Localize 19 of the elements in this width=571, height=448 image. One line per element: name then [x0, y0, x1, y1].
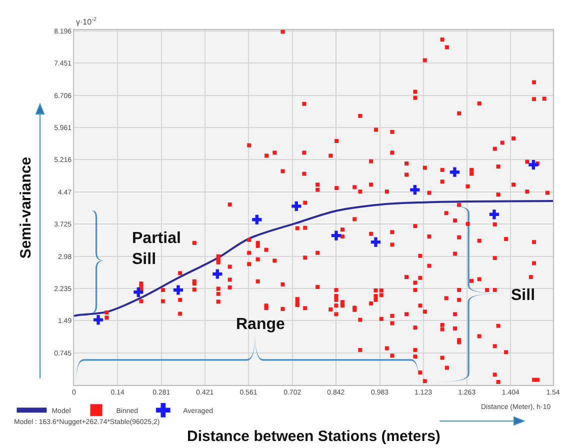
point: [93, 314, 104, 325]
x-axis-title: Distance between Stations (meters): [187, 428, 440, 445]
point: [292, 201, 302, 211]
annotation: Range: [236, 316, 285, 333]
y-axis-title: Semi-variance: [18, 156, 35, 259]
point: [252, 214, 262, 224]
point: [134, 287, 144, 297]
annotation: Partial Sill: [132, 230, 181, 268]
point: [212, 269, 222, 279]
point: [450, 167, 460, 177]
point: [410, 184, 420, 195]
point: [528, 160, 538, 170]
line-series: [74, 200, 553, 317]
point: [370, 237, 381, 247]
annotation: Sill: [511, 287, 536, 304]
point: [331, 230, 342, 240]
point: [173, 285, 183, 295]
text: γ·10$^{-2}$: [76, 17, 97, 26]
point: [489, 210, 500, 220]
